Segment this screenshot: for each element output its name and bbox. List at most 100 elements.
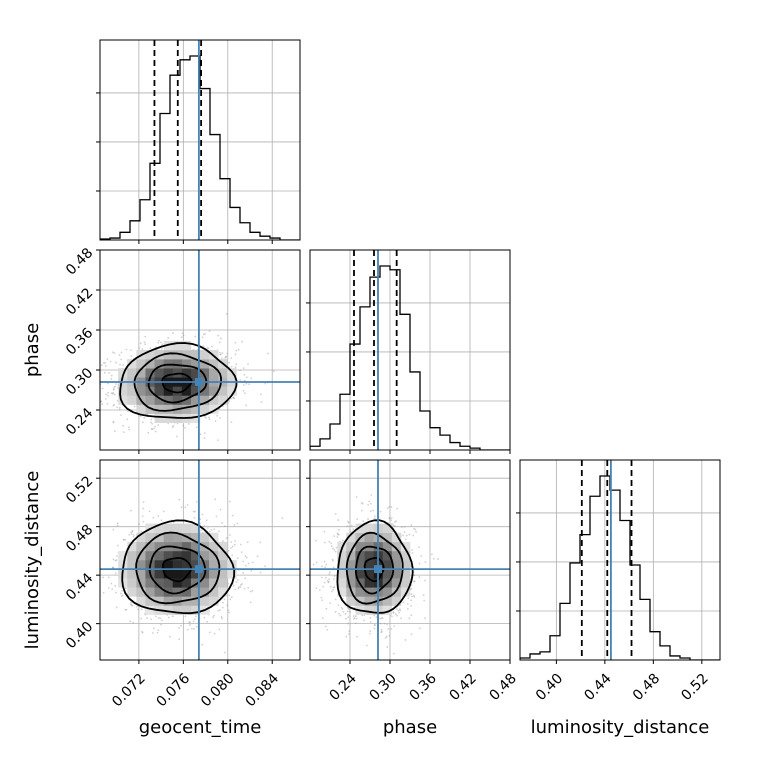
scatter-point [116, 544, 119, 547]
scatter-point [128, 533, 131, 536]
scatter-point [132, 621, 135, 624]
scatter-point [402, 601, 405, 604]
scatter-point [122, 431, 125, 434]
panel-frame [519, 459, 721, 661]
scatter-point [112, 404, 115, 407]
scatter-point [102, 576, 104, 579]
panel-frame [309, 459, 511, 661]
scatter-point [312, 563, 315, 566]
density-cell [118, 368, 128, 378]
scatter-point [392, 524, 395, 527]
scatter-point [203, 437, 206, 439]
scatter-point [333, 535, 336, 538]
scatter-point [321, 565, 323, 568]
scatter-point [347, 633, 350, 635]
scatter-point [227, 582, 229, 585]
scatter-point [362, 619, 365, 622]
scatter-point [391, 615, 393, 618]
density-cell [136, 578, 146, 588]
scatter-point [120, 595, 123, 598]
scatter-point [355, 622, 357, 625]
panel-frame [99, 459, 301, 661]
scatter-point [330, 542, 332, 545]
scatter-point [110, 582, 113, 585]
density-cell [382, 532, 393, 543]
scatter-point [130, 349, 132, 352]
density-cell [145, 404, 155, 414]
density-cell [172, 569, 183, 579]
scatter-point [160, 623, 162, 626]
scatter-point [410, 599, 413, 602]
density-cell [181, 541, 192, 552]
scatter-point [388, 505, 391, 508]
density-cell [209, 596, 219, 606]
scatter-point [225, 537, 228, 539]
scatter-point [315, 587, 318, 590]
density-cell [154, 386, 164, 396]
density-cell [364, 560, 374, 570]
scatter-point [186, 504, 189, 506]
scatter-point [233, 523, 236, 526]
scatter-point [113, 393, 116, 396]
scatter-point [251, 561, 254, 564]
scatter-point [243, 384, 245, 386]
density-cell [118, 395, 128, 405]
density-cell [181, 395, 192, 405]
density-cell [154, 404, 164, 414]
scatter-point [237, 586, 240, 588]
panel-geocent_time-vs-phase [96, 249, 301, 454]
xtick-label-geocent_time-1: 0.076 [154, 671, 194, 711]
scatter-point [330, 545, 333, 548]
scatter-point [347, 521, 350, 524]
density-cell [190, 541, 201, 552]
scatter-point [121, 594, 124, 597]
density-cell [391, 560, 402, 570]
x-axis-title-luminosity_distance: luminosity_distance [531, 717, 710, 738]
scatter-point [247, 562, 250, 565]
scatter-point [216, 414, 218, 417]
density-cell [190, 569, 201, 579]
scatter-point [233, 543, 236, 546]
density-cell [163, 404, 174, 414]
density-cell [136, 587, 146, 597]
scatter-point [264, 565, 267, 568]
scatter-point [172, 332, 174, 335]
density-cell [200, 395, 210, 405]
scatter-point [369, 617, 372, 619]
density-cell [127, 368, 137, 378]
scatter-point [116, 406, 119, 409]
scatter-point [334, 550, 337, 553]
density-cell [163, 578, 174, 588]
scatter-point [414, 528, 417, 531]
xtick-label-luminosity_distance-0: 0.40 [533, 671, 566, 704]
density-cell [145, 596, 155, 606]
scatter-point [120, 358, 123, 361]
scatter-point [140, 530, 143, 533]
scatter-point [152, 427, 155, 430]
ytick-label-phase-4: 0.48 [63, 245, 96, 278]
scatter-point [245, 556, 248, 559]
scatter-point [141, 515, 144, 518]
scatter-point [242, 389, 245, 392]
xtick-label-luminosity_distance-3: 0.52 [678, 671, 711, 704]
scatter-point [390, 506, 393, 508]
scatter-point [259, 571, 262, 574]
truth-marker [374, 565, 382, 574]
scatter-point [221, 617, 223, 620]
density-cell [355, 550, 365, 561]
density-cell [337, 550, 347, 561]
density-cell [364, 523, 374, 534]
scatter-point [395, 608, 398, 610]
scatter-point [132, 535, 135, 538]
density-cell [209, 532, 219, 543]
scatter-point [332, 586, 335, 589]
scatter-point [353, 617, 356, 619]
scatter-point [124, 538, 127, 541]
scatter-point [239, 586, 242, 588]
scatter-point [204, 332, 206, 335]
density-cell [190, 413, 201, 424]
xtick-label-geocent_time-0: 0.072 [109, 671, 149, 711]
scatter-point [236, 557, 239, 560]
scatter-point [195, 615, 197, 618]
scatter-point [218, 530, 220, 533]
